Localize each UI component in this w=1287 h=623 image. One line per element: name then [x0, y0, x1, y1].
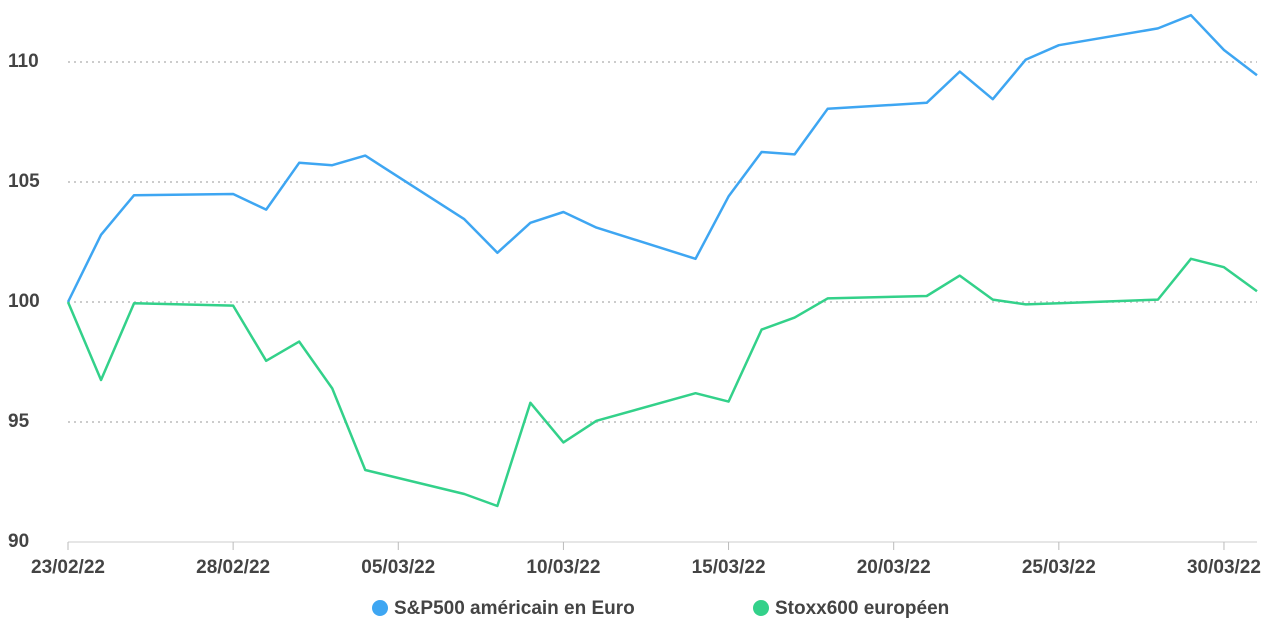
- x-tick-label: 10/03/22: [526, 557, 600, 578]
- y-tick-label: 110: [8, 51, 39, 72]
- series-line: [66, 13, 1258, 303]
- y-tick-label: 95: [8, 411, 30, 432]
- y-tick-label: 90: [8, 531, 29, 552]
- series-line: [66, 257, 1258, 508]
- x-tick-label: 23/02/22: [31, 557, 105, 578]
- x-tick-label: 25/03/22: [1022, 557, 1096, 578]
- y-tick-label: 105: [8, 171, 40, 192]
- x-tick-label: 05/03/22: [361, 557, 435, 578]
- x-tick-label: 15/03/22: [692, 557, 766, 578]
- x-tick-label: 30/03/22: [1187, 557, 1261, 578]
- y-tick-label: 100: [8, 291, 40, 312]
- legend-label: S&P500 américain en Euro: [394, 598, 635, 619]
- legend-label: Stoxx600 européen: [775, 598, 949, 619]
- x-tick-label: 20/03/22: [857, 557, 931, 578]
- legend-marker: [372, 600, 388, 616]
- x-tick-label: 28/02/22: [196, 557, 270, 578]
- legend-marker: [753, 600, 769, 616]
